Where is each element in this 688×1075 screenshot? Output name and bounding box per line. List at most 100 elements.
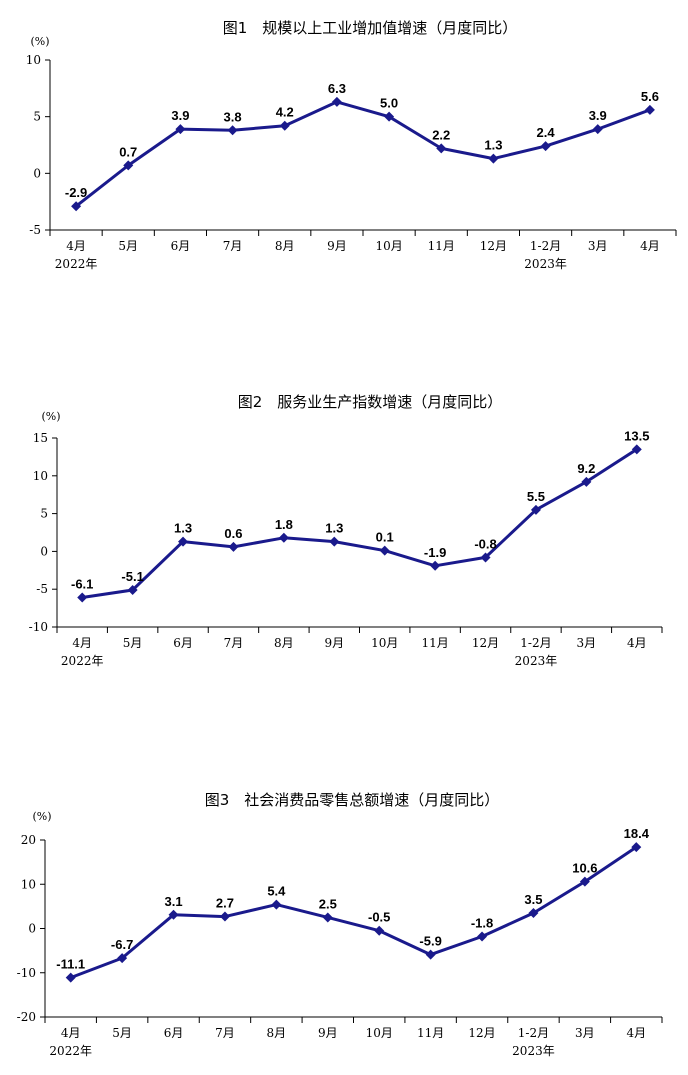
data-point-marker bbox=[279, 120, 290, 131]
chart-title: 图1 规模以上工业增加值增速（月度同比） bbox=[223, 19, 518, 37]
data-value-label: 4.2 bbox=[276, 105, 294, 120]
data-value-label: 18.4 bbox=[624, 826, 650, 841]
data-point-marker bbox=[127, 584, 138, 595]
data-value-label: 2.5 bbox=[319, 896, 337, 911]
data-point-marker bbox=[175, 124, 186, 135]
y-unit-label: (%) bbox=[41, 410, 60, 423]
x-year-label: 2022年 bbox=[55, 257, 98, 271]
x-tick-label: 11月 bbox=[417, 1026, 444, 1040]
chart-title: 图2 服务业生产指数增速（月度同比） bbox=[238, 393, 503, 411]
data-point-marker bbox=[430, 560, 441, 571]
y-tick-label: 0 bbox=[33, 166, 41, 180]
x-tick-label: 9月 bbox=[327, 239, 347, 253]
x-tick-label: 10月 bbox=[375, 239, 402, 253]
x-tick-label: 11月 bbox=[421, 636, 448, 650]
chart-industrial-value-added: 图1 规模以上工业增加值增速（月度同比） (%) -5 0 5 10 4月 5月 6月 7月 8… bbox=[0, 0, 688, 300]
x-tick-label: 7月 bbox=[224, 636, 244, 650]
chart-svg-3: 图3 社会消费品零售总额增速（月度同比） (%) -20 -10 0 10 20 4月 5月… bbox=[17, 791, 663, 1058]
x-tick-label: 7月 bbox=[215, 1026, 235, 1040]
series-line bbox=[75, 100, 651, 208]
x-tick-label: 4月 bbox=[627, 636, 647, 650]
data-point-marker bbox=[540, 141, 551, 152]
data-value-label: -0.5 bbox=[368, 910, 390, 925]
data-value-label: 1.3 bbox=[325, 521, 343, 536]
data-value-label: 6.3 bbox=[328, 81, 346, 96]
chart-svg-2: 图2 服务业生产指数增速（月度同比） (%) -10 -5 0 5 10 15 4月 5月 6月… bbox=[29, 393, 663, 668]
y-tick-label: 0 bbox=[28, 922, 36, 936]
y-tick-label: 5 bbox=[33, 110, 41, 124]
x-tick-label: 5月 bbox=[123, 636, 143, 650]
data-value-label: 0.7 bbox=[119, 144, 137, 159]
x-tick-label: 3月 bbox=[575, 1026, 595, 1040]
data-value-label: 10.6 bbox=[572, 861, 597, 876]
x-tick-label: 7月 bbox=[223, 239, 243, 253]
x-tick-label: 12月 bbox=[472, 636, 499, 650]
y-tick-label: 5 bbox=[40, 507, 48, 521]
data-value-label: 5.5 bbox=[527, 489, 545, 504]
data-value-label: -2.9 bbox=[65, 185, 87, 200]
x-tick-label: 8月 bbox=[267, 1026, 287, 1040]
y-tick-label: 10 bbox=[26, 53, 41, 67]
data-value-label: 2.4 bbox=[537, 125, 556, 140]
data-value-label: 0.1 bbox=[376, 530, 394, 545]
data-value-label: 2.7 bbox=[216, 896, 234, 911]
x-tick-label: 10月 bbox=[371, 636, 398, 650]
data-value-label: -5.9 bbox=[419, 934, 441, 949]
x-tick-label: 12月 bbox=[468, 1026, 495, 1040]
series-line bbox=[70, 845, 638, 980]
data-value-label: 3.8 bbox=[224, 109, 242, 124]
x-tick-label: 3月 bbox=[588, 239, 608, 253]
data-value-label: -5.1 bbox=[121, 569, 143, 584]
y-tick-label: 0 bbox=[40, 544, 48, 558]
x-tick-label: 1-2月 bbox=[530, 239, 561, 253]
y-unit-label: (%) bbox=[30, 35, 49, 48]
x-tick-label: 9月 bbox=[324, 636, 344, 650]
x-tick-label: 6月 bbox=[164, 1026, 184, 1040]
x-tick-label: 6月 bbox=[171, 239, 191, 253]
data-point-marker bbox=[168, 909, 179, 920]
data-point-marker bbox=[488, 153, 499, 164]
data-value-label: 13.5 bbox=[624, 428, 649, 443]
y-tick-label: 10 bbox=[33, 469, 48, 483]
data-point-marker bbox=[123, 160, 134, 171]
x-tick-label: 4月 bbox=[72, 636, 92, 650]
data-value-label: -1.8 bbox=[471, 915, 493, 930]
data-value-label: 3.9 bbox=[589, 108, 607, 123]
data-point-marker bbox=[278, 532, 289, 543]
data-point-marker bbox=[322, 912, 333, 923]
x-tick-label: 12月 bbox=[480, 239, 507, 253]
x-tick-label: 10月 bbox=[366, 1026, 393, 1040]
data-value-label: 1.3 bbox=[484, 138, 502, 153]
data-point-marker bbox=[477, 931, 488, 942]
data-point-marker bbox=[178, 536, 189, 547]
plot-area: -20 -10 0 10 20 4月 5月 6月 7月 8月 9月 10月 11月 12月 1-2月 3月 4月… bbox=[17, 826, 663, 1058]
data-value-label: 1.3 bbox=[174, 521, 192, 536]
data-point-marker bbox=[71, 201, 82, 212]
y-tick-label: -10 bbox=[17, 966, 36, 980]
data-value-label: -11.1 bbox=[56, 957, 85, 972]
data-point-marker bbox=[65, 972, 76, 983]
x-tick-label: 8月 bbox=[275, 239, 295, 253]
y-tick-label: -20 bbox=[17, 1010, 36, 1024]
y-unit-label: (%) bbox=[32, 810, 51, 823]
data-point-marker bbox=[227, 125, 238, 136]
data-point-marker bbox=[228, 541, 239, 552]
data-point-marker bbox=[631, 444, 642, 455]
x-year-label: 2023年 bbox=[515, 654, 558, 668]
chart-retail-sales: 图3 社会消费品零售总额增速（月度同比） (%) -20 -10 0 10 20 4月 5月… bbox=[0, 770, 688, 1075]
x-tick-label: 11月 bbox=[428, 239, 455, 253]
data-value-label: 0.6 bbox=[224, 526, 242, 541]
data-value-label: -0.8 bbox=[474, 536, 496, 551]
x-tick-label: 1-2月 bbox=[518, 1026, 549, 1040]
x-year-label: 2022年 bbox=[61, 654, 104, 668]
x-year-label: 2023年 bbox=[512, 1044, 555, 1058]
x-tick-label: 8月 bbox=[274, 636, 294, 650]
data-point-marker bbox=[379, 545, 390, 556]
series-line bbox=[81, 448, 638, 599]
data-value-label: 5.4 bbox=[267, 884, 286, 899]
data-value-label: 5.6 bbox=[641, 89, 659, 104]
data-point-marker bbox=[480, 552, 491, 563]
x-tick-label: 4月 bbox=[626, 1026, 646, 1040]
plot-area: -5 0 5 10 4月 5月 6月 7月 8月 9月 10月 11月 12月 1-2月 3月 4月 2022年… bbox=[26, 53, 677, 271]
chart-services-production-index: 图2 服务业生产指数增速（月度同比） (%) -10 -5 0 5 10 15 4月 5月 6月… bbox=[0, 375, 688, 685]
